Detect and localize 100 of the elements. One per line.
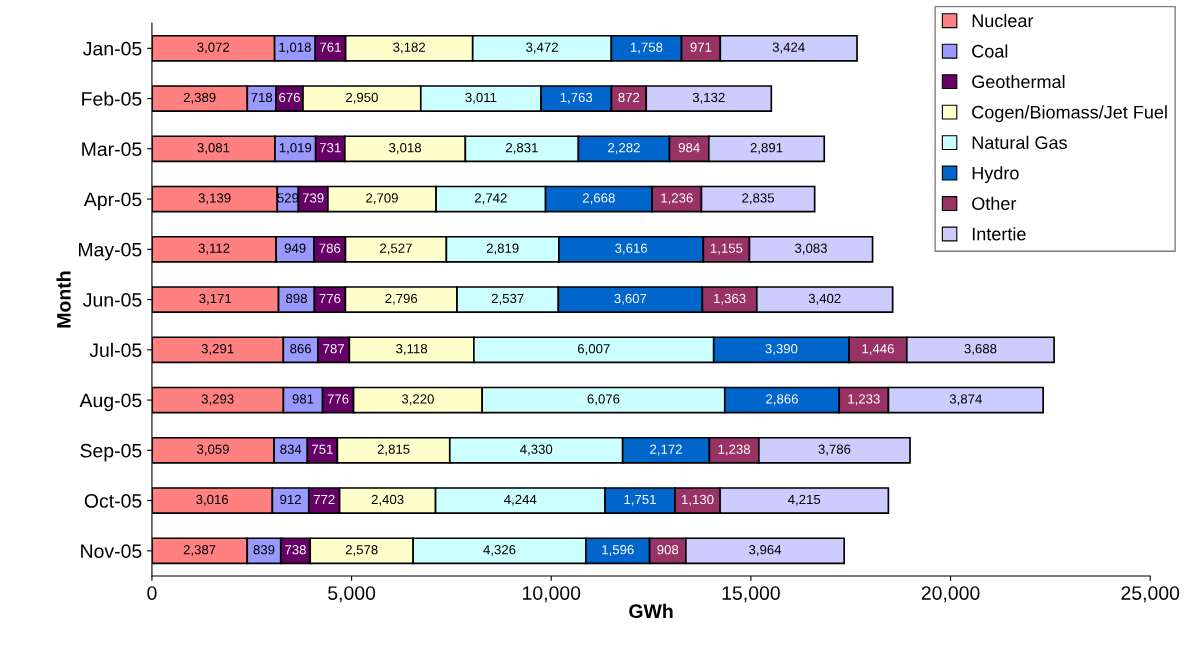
data-label: 3,688 <box>964 344 997 355</box>
legend-label: Geothermal <box>972 74 1065 89</box>
x-tick-label: 15,000 <box>722 586 780 603</box>
data-label: 731 <box>319 143 341 153</box>
data-label: 4,215 <box>788 494 821 506</box>
data-label: 912 <box>280 494 301 505</box>
data-label: 761 <box>320 42 341 52</box>
data-label: 1,446 <box>862 344 894 355</box>
data-label: 839 <box>253 545 275 555</box>
data-label: 3,018 <box>389 143 422 154</box>
data-label: 2,891 <box>750 143 783 154</box>
x-tick-label: 5,000 <box>328 586 376 603</box>
data-label: 6,007 <box>577 344 610 355</box>
data-label: 1,751 <box>624 494 656 506</box>
data-label: 3,059 <box>197 444 229 456</box>
data-label: 2,742 <box>474 193 507 205</box>
data-label: 3,132 <box>692 92 725 104</box>
data-label: 3,964 <box>749 545 782 556</box>
data-label: 908 <box>657 545 679 555</box>
data-label: 786 <box>319 243 341 253</box>
data-label: 739 <box>302 193 324 203</box>
data-label: 4,330 <box>520 444 553 456</box>
data-label: 1,233 <box>848 394 880 406</box>
data-label: 3,011 <box>465 92 497 104</box>
data-label: 2,172 <box>650 444 682 456</box>
data-label: 776 <box>327 394 349 404</box>
data-label: 751 <box>312 444 333 454</box>
x-tick-label: 10,000 <box>522 586 581 603</box>
data-label: 1,596 <box>602 545 634 556</box>
y-axis-title: Month <box>56 271 71 328</box>
data-label: 3,016 <box>196 494 229 506</box>
data-label: 3,402 <box>808 293 841 305</box>
data-label: 676 <box>279 92 300 103</box>
data-label: 2,282 <box>608 143 640 154</box>
data-label: 1,018 <box>279 42 311 54</box>
data-label: 2,403 <box>371 494 404 506</box>
data-label: 3,786 <box>818 444 851 456</box>
data-label: 738 <box>285 545 306 555</box>
data-label: 2,815 <box>377 444 410 456</box>
data-label: 3,182 <box>393 42 426 54</box>
y-tick-label: Mar-05 <box>82 142 142 157</box>
x-tick-label: 20,000 <box>921 586 980 603</box>
data-label: 2,389 <box>183 92 216 104</box>
legend-label: Other <box>972 196 1017 210</box>
data-label: 834 <box>280 444 302 454</box>
data-label: 3,607 <box>614 293 647 305</box>
data-label: 3,616 <box>615 243 648 255</box>
data-label: 872 <box>618 92 640 103</box>
data-label: 981 <box>292 394 314 404</box>
data-label: 3,081 <box>197 143 230 154</box>
data-label: 3,083 <box>795 243 827 255</box>
data-label: 1,130 <box>682 494 714 506</box>
data-label: 3,291 <box>201 344 234 355</box>
data-label: 6,076 <box>587 394 620 406</box>
data-label: 1,236 <box>661 193 693 205</box>
data-label: 2,668 <box>583 193 615 205</box>
y-tick-label: Aug-05 <box>79 393 142 412</box>
data-label: 2,819 <box>486 243 519 255</box>
y-tick-label: Jun-05 <box>83 293 142 307</box>
legend-label: Nuclear <box>972 13 1034 28</box>
data-label: 776 <box>319 293 341 304</box>
data-label: 3,472 <box>526 42 558 54</box>
data-label: 2,866 <box>766 394 798 406</box>
legend-label: Cogen/Biomass/Jet Fuel <box>972 105 1167 123</box>
data-label: 3,424 <box>772 42 805 54</box>
y-tick-label: Feb-05 <box>82 91 142 106</box>
data-label: 1,363 <box>714 293 746 305</box>
data-label: 3,220 <box>401 394 434 406</box>
data-label: 984 <box>678 143 700 153</box>
data-label: 3,139 <box>198 193 231 205</box>
data-label: 1,155 <box>710 243 743 255</box>
data-label: 3,171 <box>199 293 232 305</box>
x-tick-label: 0 <box>147 586 157 600</box>
y-tick-label: Apr-05 <box>83 192 142 211</box>
data-label: 866 <box>290 344 312 354</box>
data-label: 3,072 <box>197 42 230 54</box>
x-axis-title: GWh <box>629 603 673 619</box>
data-label: 898 <box>286 293 307 304</box>
data-label: 772 <box>313 494 335 504</box>
data-label: 949 <box>284 243 306 253</box>
data-label: 1,763 <box>560 92 593 104</box>
data-label: 3,293 <box>201 394 234 406</box>
data-label: 3,118 <box>396 344 428 355</box>
data-label: 1,758 <box>630 42 663 54</box>
y-tick-label: Nov-05 <box>81 544 142 559</box>
data-label: 787 <box>323 344 344 354</box>
data-label: 3,874 <box>949 394 982 406</box>
data-label: 971 <box>690 42 712 52</box>
x-tick-label: 25,000 <box>1121 586 1180 603</box>
data-label: 3,112 <box>198 243 230 255</box>
legend-label: Natural Gas <box>972 135 1067 150</box>
y-tick-label: Jan-05 <box>83 41 142 56</box>
data-label: 2,831 <box>506 143 538 154</box>
data-label: 2,796 <box>385 293 418 305</box>
y-tick-label: Jul-05 <box>89 342 142 358</box>
data-label: 718 <box>251 92 273 103</box>
legend-label: Hydro <box>972 166 1019 184</box>
data-label: 2,387 <box>183 545 216 556</box>
data-label: 3,390 <box>765 344 798 355</box>
legend-label: Intertie <box>972 227 1026 241</box>
